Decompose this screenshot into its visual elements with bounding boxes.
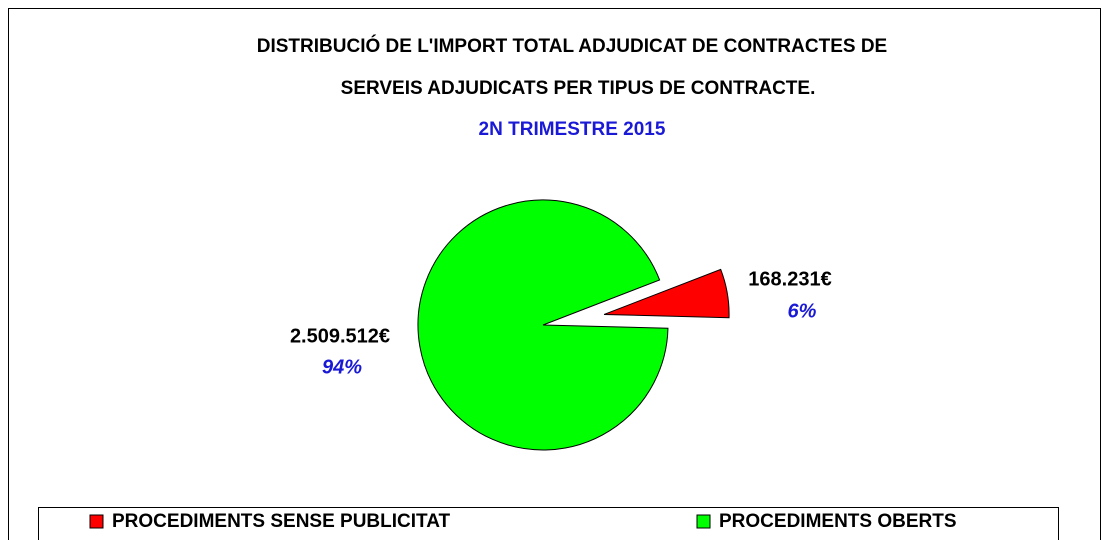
percent-label: 94% [322,356,362,378]
value-label: 168.231€ [748,268,831,290]
legend-swatch [89,514,104,529]
pie-slice [417,199,669,451]
chart-subtitle: 2N TRIMESTRE 2015 [479,119,666,140]
value-label: 2.509.512€ [290,325,390,347]
chart-title: SERVEIS ADJUDICATS PER TIPUS DE CONTRACT… [341,78,816,99]
percent-label: 6% [788,300,817,322]
chart-title: DISTRIBUCIÓ DE L'IMPORT TOTAL ADJUDICAT … [257,35,887,57]
legend-label: PROCEDIMENTS OBERTS [719,511,957,532]
legend-swatch [696,514,711,529]
pie-slice [603,268,730,319]
chart-frame [8,8,1101,540]
legend-box [38,507,1059,540]
legend-label: PROCEDIMENTS SENSE PUBLICITAT [112,511,451,532]
